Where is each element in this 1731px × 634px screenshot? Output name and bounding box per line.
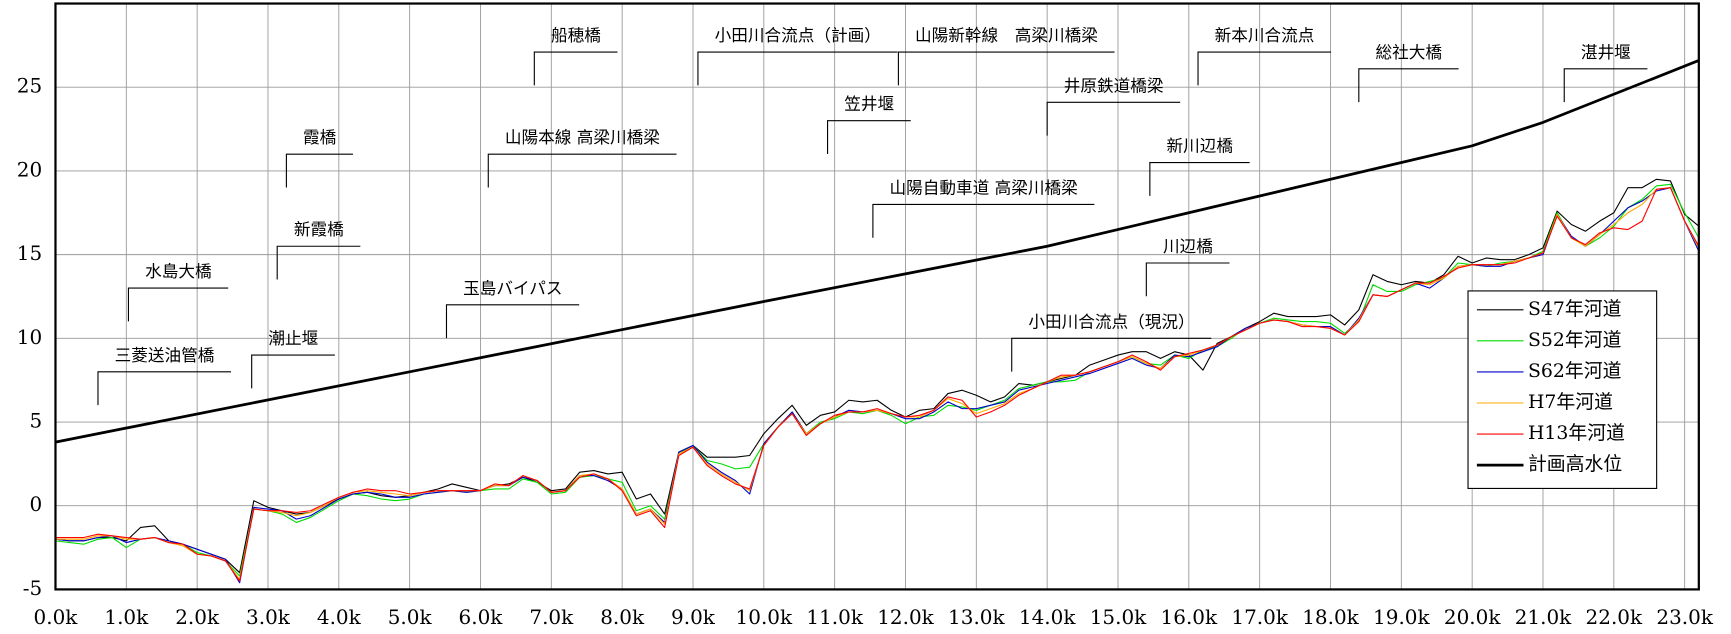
x-tick-label: 18.0k [1302,605,1359,629]
x-tick-label: 22.0k [1586,605,1643,629]
annotation-label: 潮止堰 [268,329,318,348]
x-tick-label: 23.0k [1656,605,1713,629]
annotation-leader [1046,101,1181,136]
annotation-label: 総社大橋 [1375,43,1442,62]
legend-label: S62年河道 [1528,360,1622,382]
annotation-leader [445,304,580,339]
legend-label: S52年河道 [1528,329,1622,351]
legend-label: S47年河道 [1528,298,1622,320]
annotation-label: 山陽自動車道 高梁川橋梁 [890,178,1079,197]
annotation-leader [1197,51,1332,86]
annotation-label: 船穂橋 [551,26,601,45]
annotation-leader [487,153,677,188]
annotation-leader [276,245,361,280]
legend-label: 計画高水位 [1528,453,1622,475]
annotation-leader [1358,68,1459,103]
annotation-leader [1011,337,1212,372]
x-tick-label: 14.0k [1019,605,1076,629]
annotation-label: 玉島バイパス [463,279,562,298]
x-tick-label: 19.0k [1373,605,1430,629]
annotation-leader [285,153,353,188]
y-tick-label: 20 [17,157,42,181]
annotation-label: 小田川合流点（現況） [1028,312,1194,331]
annotation-label: 新霞橋 [294,220,344,239]
annotation-label: 霞橋 [303,128,337,147]
annotation-leader [872,203,1095,238]
x-tick-label: 9.0k [671,605,716,629]
x-tick-label: 3.0k [246,605,291,629]
x-tick-label: 15.0k [1090,605,1147,629]
legend-label: H13年河道 [1528,422,1625,444]
y-tick-label: 0 [29,492,42,516]
x-tick-label: 17.0k [1231,605,1288,629]
annotation-label: 笠井堰 [844,95,894,114]
annotation-leader [533,51,618,86]
x-tick-label: 5.0k [388,605,433,629]
x-tick-label: 12.0k [877,605,934,629]
x-tick-label: 16.0k [1161,605,1218,629]
x-tick-label: 13.0k [948,605,1005,629]
x-tick-label: 0.0k [34,605,79,629]
x-tick-label: 11.0k [806,605,863,629]
annotation-leader [251,354,335,389]
y-tick-label: 15 [17,241,42,265]
annotation-leader [697,51,898,86]
x-tick-label: 10.0k [736,605,793,629]
x-tick-label: 21.0k [1515,605,1572,629]
annotation-leader [897,51,1115,86]
x-tick-label: 20.0k [1444,605,1501,629]
annotation-label: 小田川合流点（計画） [715,26,881,45]
x-tick-label: 7.0k [529,605,574,629]
plot-frame [54,2,1700,591]
x-tick-label: 2.0k [175,605,220,629]
x-tick-label: 4.0k [317,605,362,629]
annotation-label: 水島大橋 [145,262,212,281]
annotation-label: 山陽本線 高梁川橋梁 [505,128,660,147]
annotation-leader [1145,262,1230,297]
y-tick-label: -5 [23,576,42,600]
annotation-label: 川辺橋 [1163,237,1213,256]
annotation-label: 三菱送油管橋 [115,346,215,365]
annotation-leader [1149,162,1250,196]
legend-label: H7年河道 [1528,391,1613,413]
annotation-label: 新川辺橋 [1167,137,1234,156]
legend-box [1467,290,1658,489]
annotation-leader [97,371,232,406]
y-tick-label: 5 [29,409,42,433]
x-tick-label: 6.0k [459,605,504,629]
annotation-leader [827,120,911,154]
annotation-leader [1563,68,1648,103]
annotation-label: 新本川合流点 [1215,26,1315,45]
annotation-label: 井原鉄道橋梁 [1064,76,1164,95]
y-tick-label: 25 [17,74,42,98]
series-line [55,59,1700,444]
y-tick-label: 10 [17,325,42,349]
annotation-leader [127,287,229,322]
plot-background [55,3,1699,590]
x-tick-label: 8.0k [600,605,645,629]
annotation-label: 山陽新幹線 高梁川橋梁 [915,25,1098,45]
series-line [55,187,1700,580]
x-tick-label: 1.0k [104,605,149,629]
series-line [55,187,1700,582]
annotation-label: 湛井堰 [1581,43,1631,62]
